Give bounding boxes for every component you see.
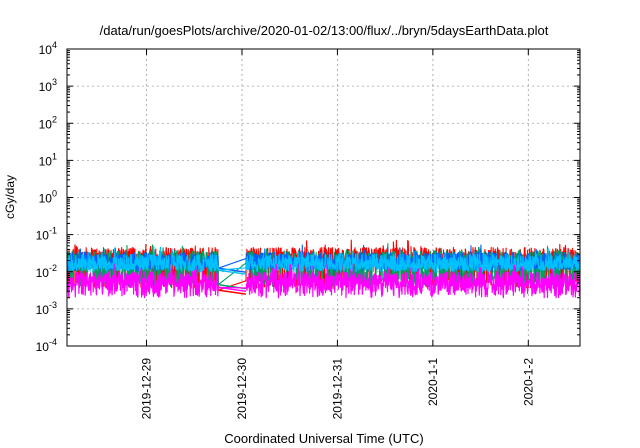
series-line-3 xyxy=(66,245,581,273)
series-line-4 xyxy=(66,263,581,299)
y-tick-exponent: -4 xyxy=(49,337,57,347)
x-axis-label: Coordinated Universal Time (UTC) xyxy=(224,431,423,446)
x-tick-label: 2019-12-30 xyxy=(235,358,249,420)
series-gap-line-4 xyxy=(218,286,247,293)
x-tick-label: 2019-12-29 xyxy=(140,358,154,420)
y-tick-exponent: 4 xyxy=(52,40,57,50)
y-tick-label: 10-2 xyxy=(36,263,57,280)
series-gap-line-3 xyxy=(218,269,247,275)
series-gap-line-0 xyxy=(218,289,247,295)
x-tick-label: 2019-12-31 xyxy=(330,358,344,420)
y-axis-label: cGy/day xyxy=(3,175,17,219)
y-tick-exponent: 1 xyxy=(52,151,57,161)
y-tick-label: 103 xyxy=(39,77,57,94)
x-axis: 2019-12-29 2019-12-30 2019-12-31 2020-1-1 20… xyxy=(140,49,535,420)
y-tick-exponent: 2 xyxy=(52,114,57,124)
y-tick-label: 101 xyxy=(39,151,57,168)
y-tick-label: 102 xyxy=(39,114,57,131)
x-tick-label: 2020-1-1 xyxy=(426,358,440,406)
series-gap-line-2 xyxy=(218,267,247,273)
y-tick-label: 10-3 xyxy=(36,300,57,317)
grid xyxy=(67,49,580,346)
series-group xyxy=(66,239,581,299)
y-tick-label: 100 xyxy=(39,189,57,206)
y-tick-exponent: -2 xyxy=(49,263,57,273)
y-tick-exponent: -1 xyxy=(49,226,57,236)
y-tick-label: 10-1 xyxy=(36,226,57,243)
y-tick-label: 10-4 xyxy=(36,337,57,354)
chart-title: /data/run/goesPlots/archive/2020-01-02/1… xyxy=(100,23,549,38)
y-tick-label: 104 xyxy=(39,40,57,57)
x-tick-label: 2020-1-2 xyxy=(521,358,535,406)
y-tick-exponent: 0 xyxy=(52,189,57,199)
y-tick-exponent: -3 xyxy=(49,300,57,310)
y-tick-exponent: 3 xyxy=(52,77,57,87)
